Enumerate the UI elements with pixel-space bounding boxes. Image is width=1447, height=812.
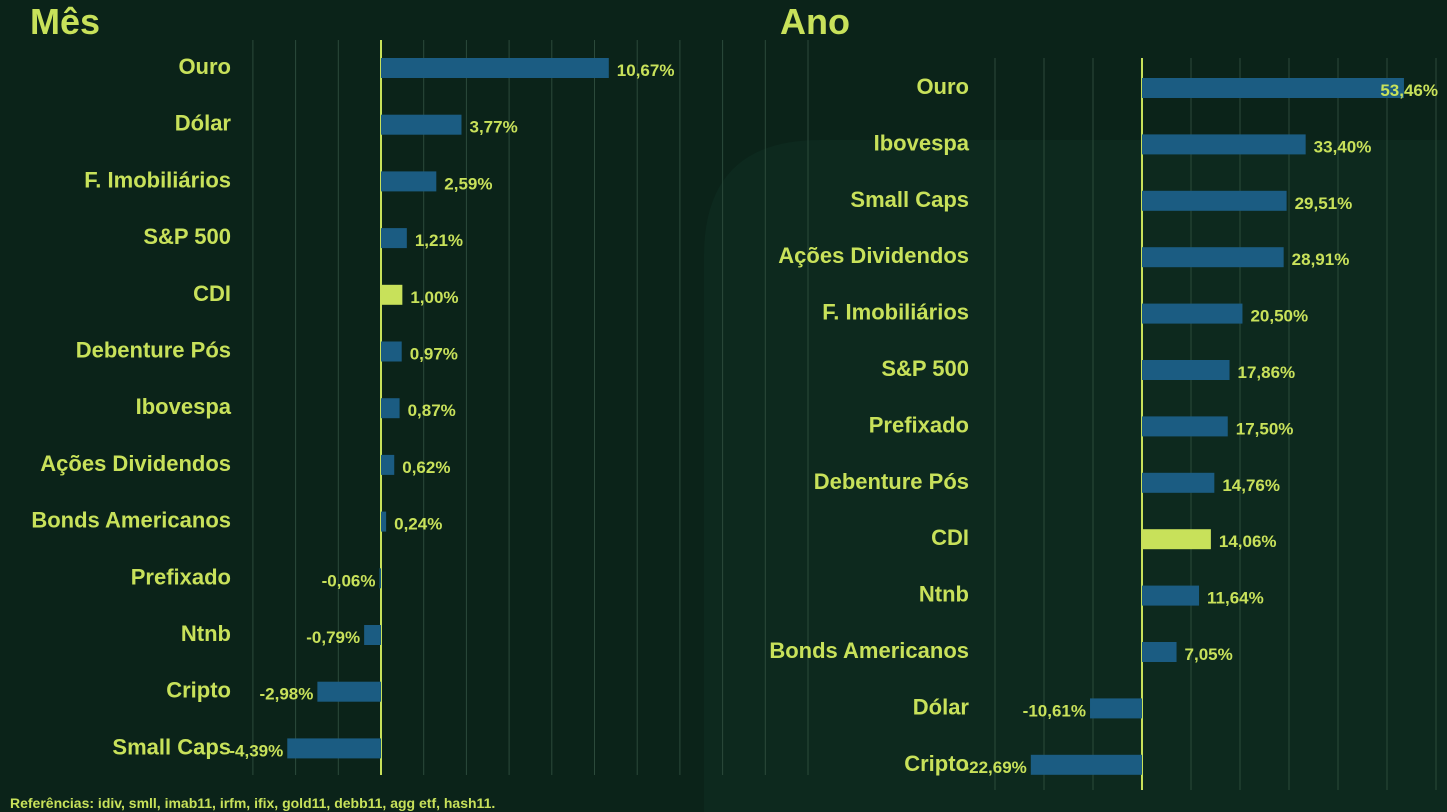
year-category-label-f-imobiliarios: F. Imobiliários bbox=[822, 300, 969, 325]
year-category-label-acoes-dividendos: Ações Dividendos bbox=[778, 243, 969, 268]
month-bar-ntnb bbox=[364, 625, 381, 645]
month-bar-prefixado bbox=[379, 568, 381, 589]
monthly-returns-chart: Mês Ouro 10,67% Dólar 3,77% F. Imobiliários 2,… bbox=[30, 1, 809, 775]
year-category-label-prefixado: Prefixado bbox=[869, 412, 969, 437]
month-category-label-dolar: Dólar bbox=[175, 111, 232, 136]
year-category-label-dolar: Dólar bbox=[913, 694, 970, 719]
year-bar-debenture-pos bbox=[1142, 472, 1215, 493]
month-category-label-f-imobiliarios: F. Imobiliários bbox=[84, 167, 231, 192]
year-value-label-cdi: 14,06% bbox=[1219, 532, 1277, 551]
year-value-label-bonds-americanos: 7,05% bbox=[1185, 645, 1233, 664]
month-value-label-cdi: 1,00% bbox=[410, 288, 458, 307]
year-bar-acoes-dividendos bbox=[1142, 247, 1284, 268]
year-bar-ntnb bbox=[1142, 585, 1200, 606]
month-bar-cdi bbox=[381, 284, 403, 305]
month-bar-small-caps bbox=[287, 738, 381, 759]
month-category-label-cdi: CDI bbox=[193, 281, 231, 306]
year-chart-title: Ano bbox=[780, 1, 850, 42]
month-value-label-f-imobiliarios: 2,59% bbox=[444, 174, 492, 193]
footer-references: Referências: idiv, smll, imab11, irfm, i… bbox=[10, 795, 495, 811]
year-category-label-sandp-500: S&P 500 bbox=[881, 356, 969, 381]
year-value-label-acoes-dividendos: 28,91% bbox=[1292, 250, 1350, 269]
month-bar-sandp-500 bbox=[381, 228, 407, 249]
month-value-label-ouro: 10,67% bbox=[617, 61, 675, 80]
month-category-label-ibovespa: Ibovespa bbox=[136, 394, 232, 419]
month-category-label-prefixado: Prefixado bbox=[131, 564, 231, 589]
month-bar-cripto bbox=[317, 681, 381, 702]
year-bar-sandp-500 bbox=[1142, 360, 1230, 380]
year-value-label-f-imobiliarios: 20,50% bbox=[1250, 307, 1308, 326]
year-bar-bonds-americanos bbox=[1142, 642, 1177, 662]
year-value-label-dolar: -10,61% bbox=[1023, 701, 1086, 720]
year-value-label-debenture-pos: 14,76% bbox=[1222, 476, 1280, 495]
year-bar-ouro bbox=[1142, 78, 1404, 98]
year-category-label-ouro: Ouro bbox=[916, 74, 969, 99]
month-category-label-debenture-pos: Debenture Pós bbox=[76, 338, 231, 363]
month-bar-acoes-dividendos bbox=[381, 454, 395, 475]
year-value-label-sandp-500: 17,86% bbox=[1238, 363, 1296, 382]
month-value-label-cripto: -2,98% bbox=[260, 685, 314, 704]
month-value-label-bonds-americanos: 0,24% bbox=[394, 515, 442, 534]
month-value-label-debenture-pos: 0,97% bbox=[410, 345, 458, 364]
year-category-label-cripto: Cripto bbox=[904, 751, 969, 776]
year-category-label-bonds-americanos: Bonds Americanos bbox=[769, 638, 969, 663]
month-value-label-small-caps: -4,39% bbox=[229, 741, 283, 760]
year-value-label-cripto: -22,69% bbox=[963, 758, 1026, 777]
year-value-label-ibovespa: 33,40% bbox=[1314, 137, 1372, 156]
month-value-label-prefixado: -0,06% bbox=[322, 571, 376, 590]
month-category-label-ntnb: Ntnb bbox=[181, 621, 231, 646]
month-category-label-sandp-500: S&P 500 bbox=[143, 224, 231, 249]
year-category-label-cdi: CDI bbox=[931, 525, 969, 550]
month-bar-bonds-americanos bbox=[381, 511, 387, 532]
year-value-label-ntnb: 11,64% bbox=[1207, 589, 1264, 608]
month-bar-ouro bbox=[381, 58, 609, 78]
month-category-label-ouro: Ouro bbox=[178, 54, 231, 79]
month-chart-title: Mês bbox=[30, 1, 100, 42]
year-value-label-small-caps: 29,51% bbox=[1295, 194, 1353, 213]
month-value-label-ntnb: -0,79% bbox=[306, 628, 360, 647]
month-category-label-cripto: Cripto bbox=[166, 678, 231, 703]
year-bar-cdi bbox=[1142, 529, 1211, 550]
year-category-label-small-caps: Small Caps bbox=[850, 187, 969, 212]
year-bar-dolar bbox=[1090, 698, 1142, 719]
month-bar-debenture-pos bbox=[381, 341, 402, 362]
year-value-label-prefixado: 17,50% bbox=[1236, 419, 1294, 438]
background-shape bbox=[704, 140, 1447, 812]
year-bar-f-imobiliarios bbox=[1142, 303, 1243, 324]
year-category-label-ibovespa: Ibovespa bbox=[874, 130, 970, 155]
month-bar-dolar bbox=[381, 114, 462, 135]
month-value-label-dolar: 3,77% bbox=[469, 118, 517, 137]
month-bar-f-imobiliarios bbox=[381, 171, 437, 192]
year-bar-small-caps bbox=[1142, 190, 1287, 211]
month-value-label-sandp-500: 1,21% bbox=[415, 231, 463, 250]
year-bar-ibovespa bbox=[1142, 134, 1306, 155]
yearly-returns-chart: Ano Ouro 53,46% Ibovespa 33,40% Small Caps 29,… bbox=[769, 1, 1438, 790]
year-bar-prefixado bbox=[1142, 416, 1228, 437]
year-bar-cripto bbox=[1030, 754, 1142, 775]
month-bar-ibovespa bbox=[381, 398, 400, 419]
month-value-label-acoes-dividendos: 0,62% bbox=[402, 458, 450, 477]
month-category-label-small-caps: Small Caps bbox=[112, 734, 231, 759]
year-category-label-debenture-pos: Debenture Pós bbox=[814, 469, 969, 494]
month-category-label-acoes-dividendos: Ações Dividendos bbox=[40, 451, 231, 476]
year-value-label-ouro: 53,46% bbox=[1380, 81, 1438, 100]
month-category-label-bonds-americanos: Bonds Americanos bbox=[31, 508, 231, 533]
month-value-label-ibovespa: 0,87% bbox=[408, 401, 456, 420]
year-category-label-ntnb: Ntnb bbox=[919, 582, 969, 607]
